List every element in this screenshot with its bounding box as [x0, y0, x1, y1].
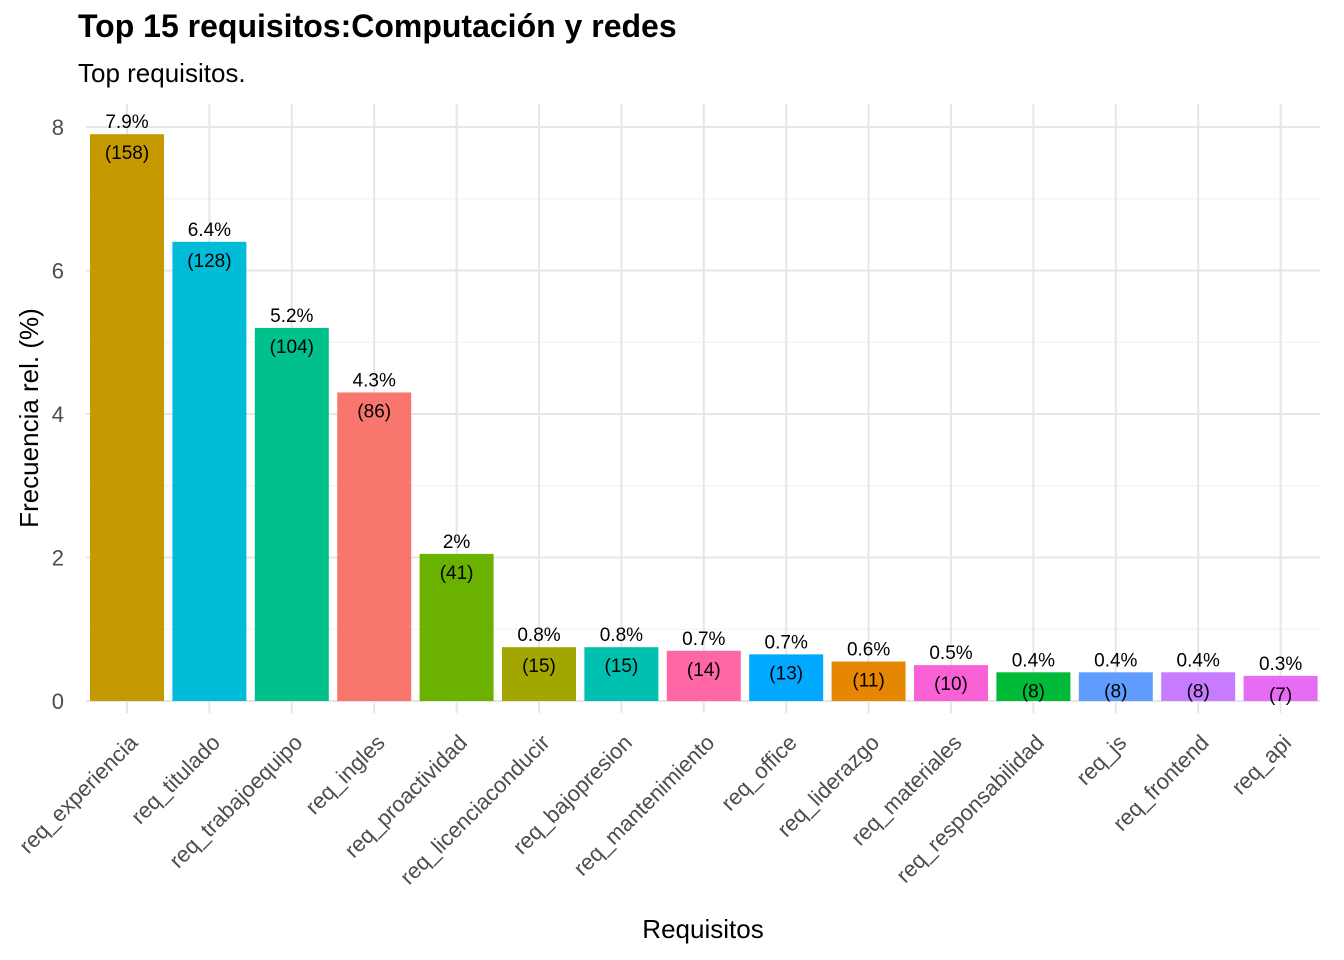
bar-req_ingles: [337, 392, 412, 701]
count-label: (41): [440, 563, 474, 584]
bar-req_proactividad: [419, 553, 494, 701]
chart-title: Top 15 requisitos:Computación y redes: [78, 8, 677, 44]
percent-label: 0.7%: [765, 632, 808, 653]
percent-label: 0.8%: [517, 625, 560, 646]
bar-req_experiencia: [90, 134, 164, 702]
percent-label: 0.7%: [682, 629, 725, 650]
x-tick-label: req_office: [716, 730, 802, 816]
x-tick-label: req_responsabilidad: [891, 730, 1049, 888]
count-label: (8): [1022, 681, 1045, 702]
bars: [90, 134, 1318, 702]
bar-req_licenciaconducir: [502, 647, 576, 701]
percent-label: 0.8%: [600, 625, 643, 646]
percent-label: 0.4%: [1012, 650, 1055, 671]
bar-req_office: [749, 654, 824, 701]
bar-req_js: [1078, 672, 1153, 701]
bar-req_api: [1243, 675, 1318, 701]
bar-req_liderazgo: [831, 661, 906, 701]
bar-req_trabajoequipo: [254, 327, 329, 701]
count-label: (158): [105, 143, 149, 164]
y-axis-title: Frecuencia rel. (%): [14, 308, 44, 528]
bar-req_titulado: [172, 241, 247, 702]
percent-label: 7.9%: [105, 112, 148, 133]
y-tick-label: 2: [52, 546, 64, 571]
percent-label: 0.6%: [847, 640, 890, 661]
y-tick-label: 4: [52, 402, 64, 427]
count-label: (15): [522, 656, 556, 677]
y-tick-label: 0: [52, 689, 64, 714]
percent-label: 2%: [443, 532, 471, 553]
x-tick-label: req_mantenimiento: [568, 730, 719, 881]
percent-label: 4.3%: [353, 370, 396, 391]
count-label: (10): [934, 674, 968, 695]
count-label: (11): [852, 671, 884, 692]
x-tick-label: req_api: [1227, 730, 1297, 800]
percent-label: 0.3%: [1259, 654, 1302, 675]
x-tick-label: req_ingles: [300, 730, 389, 819]
percent-label: 0.4%: [1094, 650, 1137, 671]
percent-label: 0.4%: [1177, 650, 1220, 671]
count-label: (15): [605, 656, 639, 677]
count-label: (128): [187, 251, 231, 272]
count-label: (7): [1269, 685, 1292, 706]
count-label: (104): [270, 337, 314, 358]
count-label: (8): [1187, 681, 1210, 702]
count-label: (86): [357, 401, 391, 422]
bar-req_mantenimiento: [666, 650, 741, 701]
y-tick-label: 6: [52, 259, 64, 284]
count-label: (13): [769, 663, 803, 684]
data-labels: 7.9% (158) 6.4% (128) 5.2% (104) 4.3% (86) 2% (41…: [105, 112, 1303, 706]
percent-label: 5.2%: [270, 306, 313, 327]
percent-label: 0.5%: [929, 643, 972, 664]
x-axis-title: Requisitos: [642, 914, 763, 944]
y-tick-label: 8: [52, 115, 64, 140]
bar-req_responsabilidad: [996, 672, 1071, 701]
bar-req_materiales: [914, 665, 988, 701]
x-tick-label: req_js: [1071, 730, 1131, 790]
x-tick-label: req_licenciaconducir: [395, 730, 554, 889]
count-label: (8): [1104, 681, 1127, 702]
count-label: (14): [687, 660, 721, 681]
bar-req_bajopresion: [584, 647, 659, 701]
chart-subtitle: Top requisitos.: [78, 58, 246, 88]
bar-req_frontend: [1161, 672, 1236, 701]
x-tick-label: req_experiencia: [14, 729, 143, 858]
percent-label: 6.4%: [188, 220, 231, 241]
